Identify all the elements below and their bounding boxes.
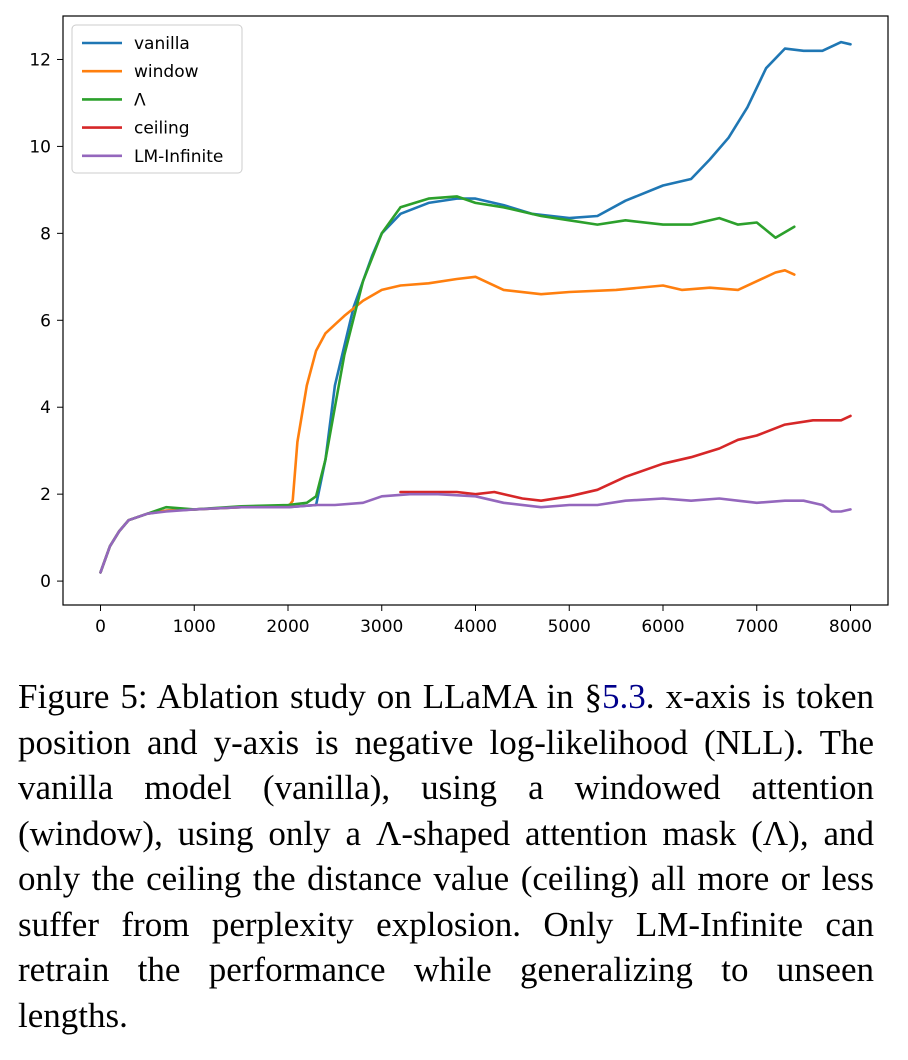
y-tick-label: 0 bbox=[40, 572, 51, 592]
y-tick-label: 4 bbox=[40, 398, 51, 418]
series-layer bbox=[99, 40, 852, 574]
caption-text-start: Figure 5: Ablation study on LLaMA in § bbox=[18, 677, 603, 716]
series-line-2 bbox=[99, 195, 796, 574]
series-line-3 bbox=[399, 414, 852, 502]
x-tick-label: 4000 bbox=[454, 617, 497, 637]
x-tick-label: 7000 bbox=[735, 617, 778, 637]
x-tick-label: 2000 bbox=[266, 617, 309, 637]
legend-label: Λ bbox=[134, 90, 146, 110]
x-tick-label: 3000 bbox=[360, 617, 403, 637]
legend-label: LM-Infinite bbox=[134, 147, 223, 167]
ablation-line-chart: 0 1000 2000 3000 4000 5000 6000 7000 8000 0 2 4 6 8 1… bbox=[29, 15, 889, 637]
y-tick-label: 6 bbox=[40, 311, 51, 331]
x-tick-label: 0 bbox=[95, 617, 106, 637]
legend-label: ceiling bbox=[134, 119, 190, 139]
legend-box bbox=[71, 24, 243, 174]
x-tick-label: 5000 bbox=[548, 617, 591, 637]
series-line-4 bbox=[99, 492, 852, 574]
x-tick-label: 1000 bbox=[173, 617, 216, 637]
y-axis: 0 2 4 6 8 10 12 bbox=[29, 50, 63, 592]
y-tick-label: 8 bbox=[40, 224, 51, 244]
figure-caption: Figure 5: Ablation study on LLaMA in §5.… bbox=[18, 674, 874, 1038]
y-tick-label: 12 bbox=[29, 50, 51, 70]
legend-label: vanilla bbox=[134, 34, 190, 54]
legend-label: window bbox=[134, 62, 199, 82]
x-tick-label: 8000 bbox=[829, 617, 872, 637]
x-axis: 0 1000 2000 3000 4000 5000 6000 7000 8000 bbox=[95, 605, 872, 637]
y-tick-label: 10 bbox=[29, 137, 51, 157]
x-tick-label: 6000 bbox=[641, 617, 684, 637]
y-tick-label: 2 bbox=[40, 485, 51, 505]
caption-text-end: . x-axis is token position and y-axis is… bbox=[18, 677, 874, 1035]
section-reference-link[interactable]: 5.3 bbox=[602, 677, 646, 716]
series-line-1 bbox=[99, 269, 796, 574]
